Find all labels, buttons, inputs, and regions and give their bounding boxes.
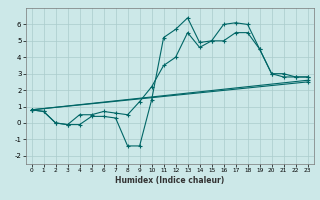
X-axis label: Humidex (Indice chaleur): Humidex (Indice chaleur) — [115, 176, 224, 185]
